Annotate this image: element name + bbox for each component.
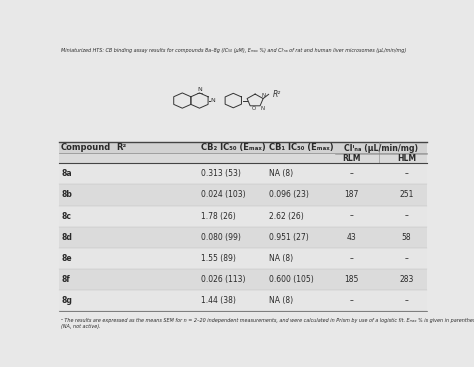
Bar xyxy=(59,206,427,227)
Text: 187: 187 xyxy=(344,190,358,199)
Text: 0.026 (113): 0.026 (113) xyxy=(201,275,245,284)
Text: –: – xyxy=(349,212,353,221)
Text: 8d: 8d xyxy=(61,233,72,242)
Text: 251: 251 xyxy=(399,190,414,199)
Bar xyxy=(59,163,427,184)
Bar xyxy=(59,142,427,153)
Bar xyxy=(59,269,427,290)
Text: 2.62 (26): 2.62 (26) xyxy=(269,212,304,221)
Text: O: O xyxy=(252,106,256,111)
Text: 8a: 8a xyxy=(61,169,72,178)
Text: Compound: Compound xyxy=(61,143,111,152)
Text: 0.080 (99): 0.080 (99) xyxy=(201,233,240,242)
Text: –: – xyxy=(349,296,353,305)
Text: 185: 185 xyxy=(344,275,358,284)
Text: –: – xyxy=(349,169,353,178)
Text: 1.44 (38): 1.44 (38) xyxy=(201,296,236,305)
Text: R²: R² xyxy=(116,143,127,152)
Text: 0.951 (27): 0.951 (27) xyxy=(269,233,309,242)
Text: 0.600 (105): 0.600 (105) xyxy=(269,275,314,284)
Text: 58: 58 xyxy=(401,233,411,242)
Text: 283: 283 xyxy=(399,275,414,284)
Text: NA (8): NA (8) xyxy=(269,254,293,263)
Text: 8f: 8f xyxy=(61,275,70,284)
Bar xyxy=(59,153,427,163)
Text: NA (8): NA (8) xyxy=(269,296,293,305)
Text: 0.024 (103): 0.024 (103) xyxy=(201,190,246,199)
Text: N: N xyxy=(197,87,202,91)
Text: –: – xyxy=(349,254,353,263)
Bar xyxy=(59,184,427,206)
Bar xyxy=(59,290,427,311)
Text: R²: R² xyxy=(273,90,281,99)
Text: –: – xyxy=(404,212,408,221)
Text: –: – xyxy=(404,254,408,263)
Text: –: – xyxy=(404,296,408,305)
Text: CB₂ IC₅₀ (Eₘₐₓ): CB₂ IC₅₀ (Eₘₐₓ) xyxy=(201,143,265,152)
Bar xyxy=(59,227,427,248)
Text: 1.78 (26): 1.78 (26) xyxy=(201,212,236,221)
Text: CB₁ IC₅₀ (Eₘₐₓ): CB₁ IC₅₀ (Eₘₐₓ) xyxy=(269,143,334,152)
Text: NA (8): NA (8) xyxy=(269,169,293,178)
Text: N: N xyxy=(260,106,264,111)
Text: Miniaturized HTS: CB binding assay results for compounds 8a–8g (IC₅₀ (μM), Eₘₐₓ : Miniaturized HTS: CB binding assay resul… xyxy=(61,48,406,53)
Text: 8c: 8c xyxy=(61,212,71,221)
Text: RLM: RLM xyxy=(342,153,361,163)
Text: 8b: 8b xyxy=(61,190,72,199)
Text: Clᴵₙₐ (μL/min/mg): Clᴵₙₐ (μL/min/mg) xyxy=(344,144,418,153)
Text: –: – xyxy=(404,169,408,178)
Text: 43: 43 xyxy=(346,233,356,242)
Text: N: N xyxy=(211,98,216,103)
Text: 8e: 8e xyxy=(61,254,72,263)
Text: ᵃ The results are expressed as the means SEM for n = 2–20 independent measuremen: ᵃ The results are expressed as the means… xyxy=(61,318,474,329)
Text: 8g: 8g xyxy=(61,296,72,305)
Text: HLM: HLM xyxy=(397,153,416,163)
Text: 0.313 (53): 0.313 (53) xyxy=(201,169,240,178)
Text: 0.096 (23): 0.096 (23) xyxy=(269,190,309,199)
Bar xyxy=(59,248,427,269)
Text: 1.55 (89): 1.55 (89) xyxy=(201,254,236,263)
Text: N: N xyxy=(261,93,265,98)
